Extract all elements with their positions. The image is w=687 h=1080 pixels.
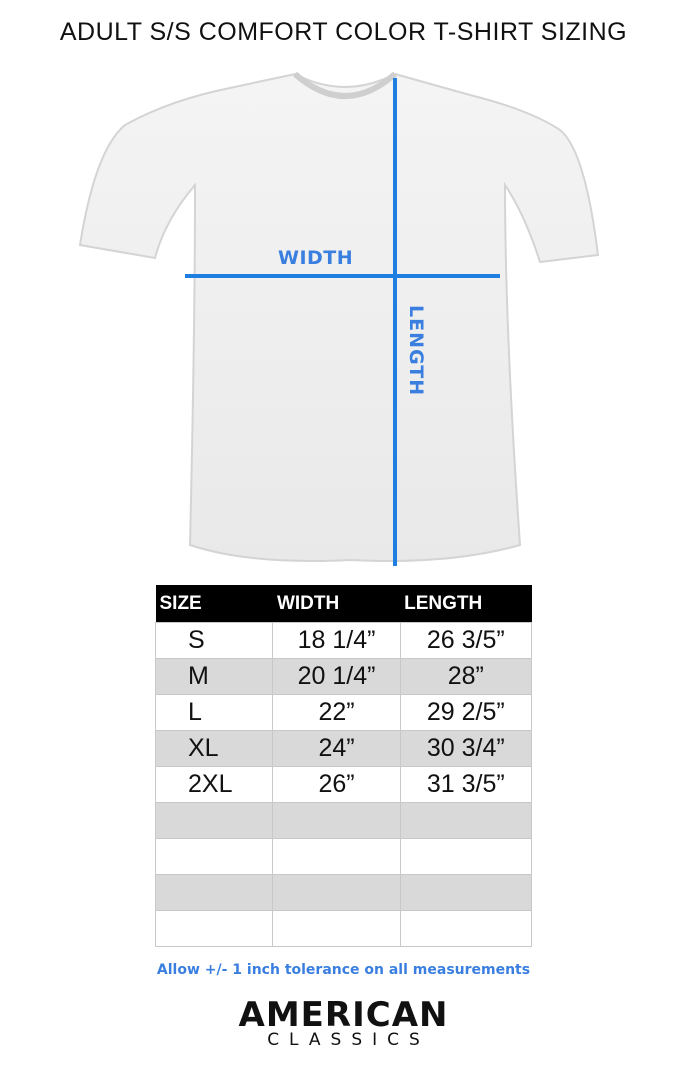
tolerance-note: Allow +/- 1 inch tolerance on all measur… [156,962,531,978]
tshirt-shape [78,72,600,562]
cell-size [154,874,274,911]
table-row [154,838,533,875]
cell-size: XL [154,730,274,767]
cell-length: 28” [399,658,533,695]
cell-length [399,910,533,947]
cell-size [154,910,274,947]
cell-width: 18 1/4” [272,622,401,659]
cell-length [399,802,533,839]
tshirt-diagram [78,71,600,566]
cell-length [399,874,533,911]
page-title: ADULT S/S COMFORT COLOR T-SHIRT SIZING [59,18,628,46]
table-row: XL 24” 30 3/4” [154,730,533,767]
cell-size: 2XL [154,766,274,803]
cell-size: M [154,658,274,695]
cell-size: L [154,694,274,731]
cell-width: 22” [272,694,401,731]
cell-length: 29 2/5” [399,694,533,731]
cell-width [272,802,401,839]
cell-width: 26” [272,766,401,803]
cell-length: 26 3/5” [399,622,533,659]
cell-size: S [154,622,274,659]
length-label: LENGTH [405,305,427,397]
cell-width [272,910,401,947]
width-label: WIDTH [278,247,354,269]
header-length: LENGTH [400,585,532,623]
table-header: SIZE WIDTH LENGTH [155,585,532,623]
tshirt-collar [293,71,397,99]
header-size: SIZE [155,585,273,623]
table-row [154,802,533,839]
table-row: M 20 1/4” 28” [154,658,533,695]
cell-width: 20 1/4” [272,658,401,695]
cell-length: 30 3/4” [399,730,533,767]
cell-length [399,838,533,875]
brand-logo: AMERICAN [238,995,449,1035]
cell-size [154,838,274,875]
table-row: 2XL 26” 31 3/5” [154,766,533,803]
table-row: S 18 1/4” 26 3/5” [154,622,533,659]
cell-width [272,874,401,911]
table-row [154,910,533,947]
table-row [154,874,533,911]
size-table: SIZE WIDTH LENGTH S 18 1/4” 26 3/5” M 20 1/4… [154,585,533,947]
cell-length: 31 3/5” [399,766,533,803]
cell-size [154,802,274,839]
cell-width: 24” [272,730,401,767]
table-row: L 22” 29 2/5” [154,694,533,731]
header-width: WIDTH [272,585,401,623]
brand-logo-subtitle: CLASSICS [267,1030,430,1050]
cell-width [272,838,401,875]
